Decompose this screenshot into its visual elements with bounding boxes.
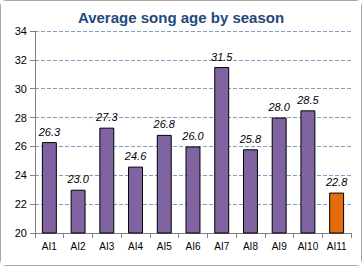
svg-text:AI9: AI9 bbox=[272, 241, 287, 252]
svg-text:25.8: 25.8 bbox=[239, 133, 262, 145]
svg-text:AI1: AI1 bbox=[42, 241, 57, 252]
svg-text:26.3: 26.3 bbox=[38, 126, 61, 138]
svg-text:30: 30 bbox=[15, 83, 27, 95]
svg-text:23.0: 23.0 bbox=[66, 173, 89, 185]
svg-text:AI7: AI7 bbox=[214, 241, 229, 252]
svg-text:26.0: 26.0 bbox=[181, 130, 204, 142]
svg-text:AI2: AI2 bbox=[71, 241, 86, 252]
svg-text:31.5: 31.5 bbox=[211, 51, 233, 63]
svg-text:26.8: 26.8 bbox=[153, 118, 176, 130]
svg-text:AI11: AI11 bbox=[327, 241, 347, 252]
svg-text:22: 22 bbox=[15, 198, 27, 210]
svg-text:28.5: 28.5 bbox=[296, 94, 319, 106]
svg-text:32: 32 bbox=[15, 54, 27, 66]
svg-text:34: 34 bbox=[15, 25, 27, 37]
svg-text:20: 20 bbox=[15, 227, 27, 239]
svg-text:Average song age by season: Average song age by season bbox=[78, 9, 284, 26]
svg-text:AI6: AI6 bbox=[185, 241, 200, 252]
svg-text:28: 28 bbox=[15, 112, 27, 124]
svg-text:AI3: AI3 bbox=[99, 241, 114, 252]
svg-text:27.3: 27.3 bbox=[95, 111, 118, 123]
svg-text:24: 24 bbox=[15, 169, 27, 181]
svg-text:AI5: AI5 bbox=[157, 241, 172, 252]
svg-text:AI10: AI10 bbox=[298, 241, 319, 252]
svg-text:AI4: AI4 bbox=[128, 241, 143, 252]
svg-text:28.0: 28.0 bbox=[267, 101, 290, 113]
svg-text:22.8: 22.8 bbox=[325, 176, 348, 188]
svg-text:AI8: AI8 bbox=[243, 241, 258, 252]
svg-text:26: 26 bbox=[15, 140, 27, 152]
svg-text:24.6: 24.6 bbox=[124, 150, 147, 162]
